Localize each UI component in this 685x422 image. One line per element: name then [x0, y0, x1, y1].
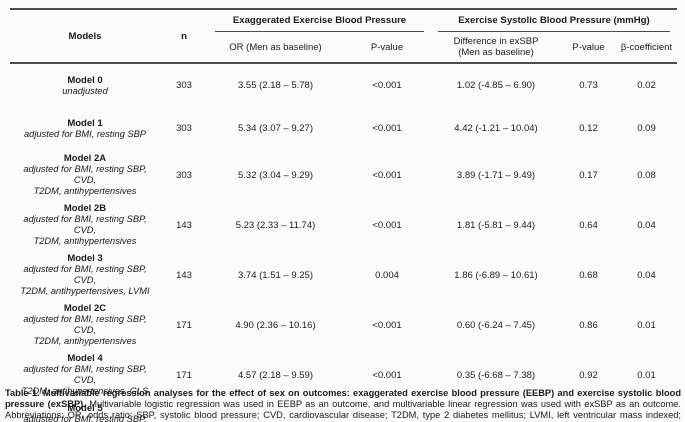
column-header-or: OR (Men as baseline)	[208, 32, 343, 64]
cell-pvalue-eebp: <0.001	[372, 319, 402, 331]
regression-table: Models n Exaggerated Exercise Blood Pres…	[10, 8, 677, 422]
header-sub-row: OR (Men as baseline) P-value Difference …	[10, 32, 677, 64]
cell-beta: 0.09	[637, 123, 656, 134]
column-header-pvalue-eebp: P-value	[343, 32, 431, 64]
model-adjustment: adjusted for BMI, resting SBP	[24, 128, 146, 139]
table-row-model-0: Model 0 unadjusted 303 3.55 (2.18 – 5.78…	[10, 63, 677, 107]
table-header: Models n Exaggerated Exercise Blood Pres…	[10, 9, 677, 64]
cell-diff-exsbp: 3.89 (-1.71 – 9.49)	[456, 169, 536, 181]
model-adjustment: adjusted for BMI, resting SBP, CVD, T2DM…	[23, 414, 147, 422]
model-name: Model 1	[67, 117, 103, 129]
table-row-model-2a: Model 2A adjusted for BMI, resting SBP, …	[10, 150, 677, 200]
table-caption: Table 1. Multivariable regression analys…	[5, 388, 681, 422]
cell-or: 5.23 (2.33 – 11.74)	[235, 219, 316, 231]
header-group-row: Models n Exaggerated Exercise Blood Pres…	[10, 9, 677, 64]
cell-pvalue-eebp: 0.004	[375, 269, 399, 281]
cell-beta: 0.01	[637, 319, 656, 331]
cell-diff-exsbp: 1.86 (-6.89 – 10.61)	[454, 269, 538, 281]
column-header-beta-coefficient: β-coefficient	[616, 32, 677, 64]
cell-n: 143	[176, 219, 192, 231]
cell-n: 171	[176, 319, 192, 331]
cell-or: 4.90 (2.36 – 10.16)	[235, 319, 316, 331]
cell-pvalue-eebp: <0.001	[372, 369, 402, 381]
cell-pvalue-exsbp: 0.68	[579, 269, 598, 281]
regression-table-container: Models n Exaggerated Exercise Blood Pres…	[10, 8, 677, 422]
table-caption-title: Table 1. Multivariable regression analys…	[5, 388, 681, 410]
cell-beta: 0.04	[637, 219, 656, 231]
cell-n: 303	[176, 123, 192, 134]
cell-model: Model 1 adjusted for BMI, resting SBP	[10, 107, 160, 150]
cell-n: 143	[176, 269, 192, 281]
model-name: Model 0	[67, 74, 103, 86]
table-caption-body: Multivariable logistic regression was us…	[5, 399, 682, 422]
model-adjustment: unadjusted	[62, 85, 108, 96]
cell-n: 171	[176, 369, 192, 381]
cell-model: Model 4 adjusted for BMI, resting SBP, C…	[10, 350, 160, 400]
cell-pvalue-exsbp: 0.73	[579, 80, 598, 91]
cell-model: Model 0 unadjusted	[10, 63, 160, 107]
model-name: Model 4	[67, 353, 103, 364]
model-name: Model 5	[67, 403, 103, 414]
cell-diff-exsbp: 0.35 (-6.68 – 7.38)	[456, 369, 536, 381]
table-row-model-5: Model 5 adjusted for BMI, resting SBP, C…	[10, 400, 677, 422]
cell-pvalue-exsbp: 0.86	[579, 319, 598, 331]
model-adjustment: adjusted for BMI, resting SBP, CVD, T2DM…	[23, 214, 147, 246]
cell-model: Model 2A adjusted for BMI, resting SBP, …	[10, 150, 160, 200]
cell-model: Model 2C adjusted for BMI, resting SBP, …	[10, 300, 160, 350]
cell-diff-exsbp: 0.60 (-6.24 – 7.45)	[456, 319, 536, 331]
cell-pvalue-eebp: <0.001	[372, 123, 402, 134]
cell-pvalue-eebp: <0.001	[372, 169, 402, 181]
cell-beta: 0.02	[637, 80, 656, 91]
cell-beta: 0.04	[637, 269, 656, 281]
model-name: Model 3	[67, 253, 103, 264]
group-header-eebp: Exaggerated Exercise Blood Pressure	[208, 9, 431, 32]
cell-or: 3.74 (1.51 – 9.25)	[238, 269, 313, 281]
cell-pvalue-exsbp: 0.64	[579, 219, 598, 231]
cell-pvalue-exsbp: 0.17	[579, 169, 598, 181]
table-body: Model 0 unadjusted 303 3.55 (2.18 – 5.78…	[10, 63, 677, 422]
cell-model: Model 5 adjusted for BMI, resting SBP, C…	[10, 400, 160, 422]
cell-pvalue-exsbp: 0.12	[579, 123, 598, 134]
model-name: Model 2A	[63, 153, 107, 164]
cell-diff-exsbp: 4.42 (-1.21 – 10.04)	[454, 123, 538, 134]
group-header-exsbp: Exercise Systolic Blood Pressure (mmHg)	[431, 9, 677, 32]
model-adjustment: adjusted for BMI, resting SBP, CVD, T2DM…	[23, 314, 147, 346]
cell-pvalue-eebp: <0.001	[372, 80, 402, 91]
cell-n: 303	[176, 169, 192, 181]
model-name: Model 2B	[63, 203, 107, 214]
cell-pvalue-eebp: <0.001	[372, 219, 402, 231]
cell-or: 5.34 (3.07 – 9.27)	[238, 123, 313, 134]
cell-beta: 0.08	[637, 169, 656, 181]
table-row-model-2c: Model 2C adjusted for BMI, resting SBP, …	[10, 300, 677, 350]
cell-or: 5.32 (3.04 – 9.29)	[238, 169, 313, 181]
cell-or: 4.57 (2.18 – 9.59)	[238, 369, 313, 381]
table-row-model-2b: Model 2B adjusted for BMI, resting SBP, …	[10, 200, 677, 250]
table-row-model-3: Model 3 adjusted for BMI, resting SBP, C…	[10, 250, 677, 300]
column-header-diff-exsbp: Difference in exSBP (Men as baseline)	[431, 32, 561, 64]
table-row-model-1: Model 1 adjusted for BMI, resting SBP 30…	[10, 107, 677, 150]
model-adjustment: adjusted for BMI, resting SBP, CVD, T2DM…	[21, 364, 149, 396]
cell-beta: 0.01	[637, 369, 656, 381]
cell-model: Model 3 adjusted for BMI, resting SBP, C…	[10, 250, 160, 300]
column-header-n: n	[160, 9, 208, 64]
column-header-pvalue-exsbp: P-value	[561, 32, 616, 64]
cell-model: Model 2B adjusted for BMI, resting SBP, …	[10, 200, 160, 250]
model-adjustment: adjusted for BMI, resting SBP, CVD, T2DM…	[20, 264, 150, 296]
model-adjustment: adjusted for BMI, resting SBP, CVD, T2DM…	[23, 164, 147, 196]
table-row-model-4: Model 4 adjusted for BMI, resting SBP, C…	[10, 350, 677, 400]
cell-diff-exsbp: 1.02 (-4.85 – 6.90)	[456, 80, 536, 91]
cell-n: 303	[176, 80, 192, 91]
cell-pvalue-exsbp: 0.92	[579, 369, 598, 381]
column-header-models: Models	[10, 9, 160, 64]
cell-or: 3.55 (2.18 – 5.78)	[238, 80, 313, 91]
cell-diff-exsbp: 1.81 (-5.81 – 9.44)	[456, 219, 536, 231]
model-name: Model 2C	[63, 303, 107, 314]
